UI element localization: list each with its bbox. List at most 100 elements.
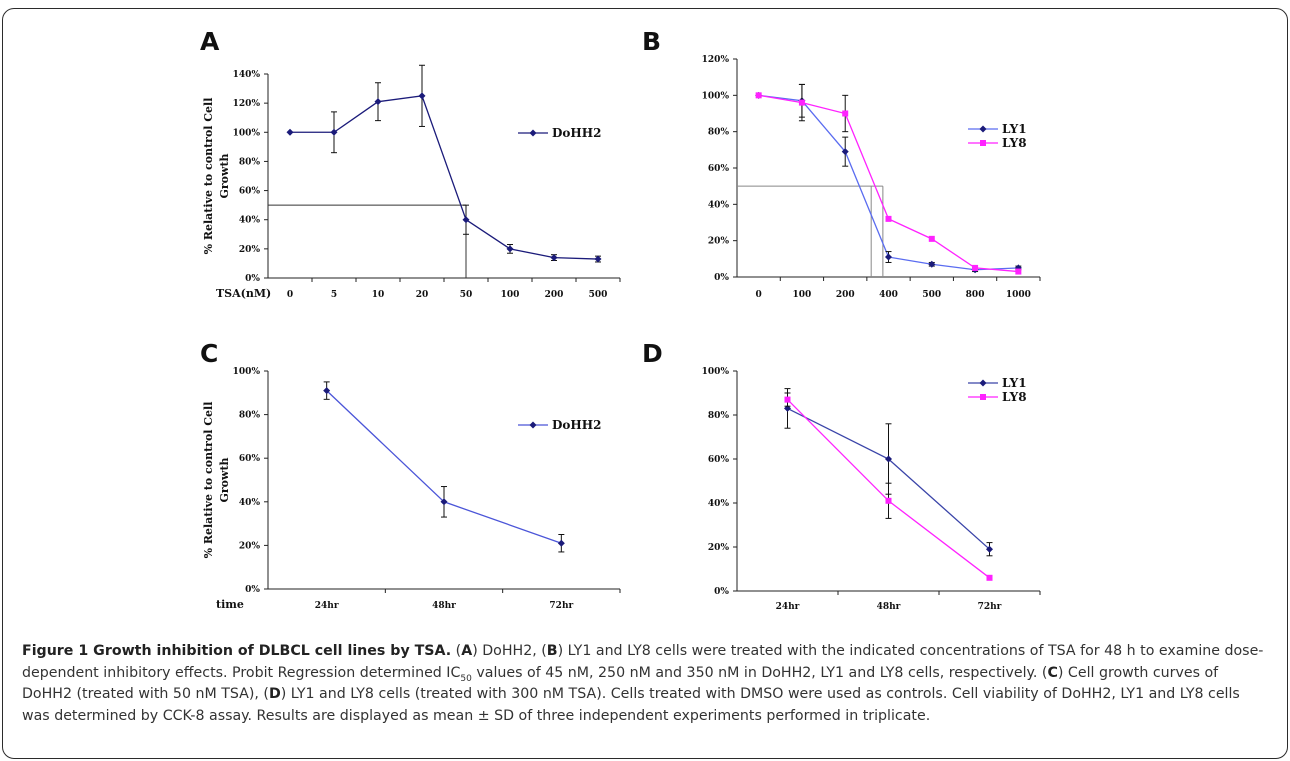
- y-tick-label: 80%: [239, 411, 261, 421]
- y-tick-label: 60%: [239, 187, 261, 197]
- panel-letter: C: [200, 339, 218, 368]
- y-tick-label: 40%: [708, 200, 730, 210]
- caption-ref-d: D: [268, 686, 281, 702]
- caption-text: ) DoHH2, (: [472, 643, 547, 659]
- y-tick-label: 120%: [702, 55, 730, 65]
- caption-ref-b: B: [546, 643, 558, 659]
- legend-label: LY1: [1002, 376, 1027, 390]
- x-tick-label: 10: [372, 290, 385, 300]
- legend-marker: [980, 140, 986, 146]
- data-point-dohh2: [323, 387, 331, 395]
- x-tick-label: 100: [793, 290, 812, 300]
- data-point-ly8: [885, 215, 892, 222]
- y-tick-label: 60%: [708, 164, 730, 174]
- y-axis-label: Growth: [218, 457, 231, 502]
- y-tick-label: 40%: [239, 498, 261, 508]
- x-tick-label: 24hr: [315, 601, 339, 611]
- legend-label: LY1: [1002, 122, 1027, 136]
- x-tick-label: 100: [501, 290, 520, 300]
- x-tick-label: 400: [879, 290, 898, 300]
- x-axis-prefix-label: TSA(nM): [216, 287, 271, 300]
- x-tick-label: 0: [287, 290, 293, 300]
- legend-marker: [529, 129, 537, 137]
- x-tick-label: 0: [756, 290, 762, 300]
- data-point-dohh2: [330, 128, 338, 136]
- y-tick-label: 20%: [239, 245, 261, 255]
- x-tick-label: 5: [331, 290, 337, 300]
- y-axis-label: % Relative to control Cell: [202, 402, 215, 559]
- x-tick-label: 48hr: [877, 602, 901, 612]
- x-tick-label: 20: [416, 290, 429, 300]
- x-tick-label: 800: [966, 290, 985, 300]
- data-point-ly8: [798, 99, 805, 106]
- legend-label: LY8: [1002, 136, 1027, 150]
- figure-caption: Figure 1 Growth inhibition of DLBCL cell…: [22, 641, 1272, 727]
- caption-ref-a: A: [461, 643, 473, 659]
- data-point-ly8: [842, 110, 849, 117]
- series-line-ly1: [758, 94, 1019, 271]
- y-tick-label: 140%: [233, 70, 261, 80]
- y-tick-label: 100%: [233, 367, 261, 377]
- data-point-dohh2: [418, 92, 426, 100]
- data-point-ly8: [755, 92, 762, 99]
- caption-text: ) Cell growth curves of DoHH2 (treated w…: [22, 664, 1219, 703]
- x-tick-label: 48hr: [432, 601, 456, 611]
- data-point-dohh2: [557, 539, 565, 547]
- data-point-ly1: [841, 148, 849, 156]
- y-tick-label: 0%: [245, 274, 260, 284]
- x-tick-label: 72hr: [549, 601, 573, 611]
- x-tick-label: 200: [836, 290, 855, 300]
- series-line-dohh2: [290, 95, 599, 260]
- data-point-ly8: [986, 574, 993, 581]
- x-tick-label: 24hr: [776, 602, 800, 612]
- data-point-dohh2: [506, 245, 514, 253]
- y-tick-label: 20%: [708, 237, 730, 247]
- x-tick-label: 500: [589, 290, 608, 300]
- caption-ref-c: C: [1047, 664, 1058, 681]
- legend-marker: [529, 421, 537, 429]
- x-tick-label: 200: [545, 290, 564, 300]
- series-line-ly8: [758, 94, 1019, 273]
- y-tick-label: 80%: [708, 128, 730, 138]
- y-tick-label: 0%: [714, 273, 729, 283]
- legend-label: LY8: [1002, 390, 1027, 404]
- y-tick-label: 40%: [708, 499, 730, 509]
- caption-title: Figure 1 Growth inhibition of DLBCL cell…: [22, 643, 452, 659]
- data-point-ly8: [885, 497, 892, 504]
- x-tick-label: 50: [460, 290, 473, 300]
- data-point-dohh2: [550, 254, 558, 262]
- legend-marker: [979, 379, 987, 387]
- x-axis-prefix-label: time: [216, 598, 244, 611]
- legend-label: DoHH2: [552, 126, 601, 140]
- data-point-ly8: [972, 264, 979, 271]
- y-tick-label: 60%: [239, 454, 261, 464]
- y-tick-label: 40%: [239, 216, 261, 226]
- y-tick-label: 20%: [708, 543, 730, 553]
- data-point-ly1: [986, 545, 993, 553]
- data-point-dohh2: [594, 255, 602, 263]
- x-tick-label: 72hr: [978, 602, 1002, 612]
- y-axis-label: Growth: [218, 153, 231, 198]
- legend-marker: [980, 394, 986, 400]
- figure-frame: [2, 8, 1288, 759]
- series-line-dohh2: [326, 390, 562, 544]
- legend-marker: [979, 125, 987, 133]
- x-tick-label: 1000: [1006, 290, 1031, 300]
- x-tick-label: 500: [922, 290, 941, 300]
- chart-panel-b: B 0% 20% 40% 60% 80% 100% 120% 0 100 200 400 500 800 1…: [642, 27, 1041, 300]
- panel-letter: D: [642, 339, 663, 368]
- y-tick-label: 80%: [239, 157, 261, 167]
- y-tick-label: 100%: [702, 367, 730, 377]
- y-axis-label: % Relative to control Cell: [202, 98, 215, 255]
- y-tick-label: 100%: [233, 128, 261, 138]
- caption-text: values of 45 nM, 250 nM and 350 nM in Do…: [471, 664, 1048, 681]
- data-point-ly8: [1015, 268, 1022, 275]
- y-tick-label: 20%: [239, 541, 261, 551]
- legend-label: DoHH2: [552, 418, 601, 432]
- chart-panel-c: C 0% 20% 40% 60% 80% 100% 24hr 48hr 72hr time % Rel…: [200, 339, 621, 611]
- panel-letter: B: [642, 27, 661, 56]
- caption-subscript: 50: [460, 673, 472, 684]
- y-tick-label: 60%: [708, 455, 730, 465]
- y-tick-label: 0%: [245, 585, 260, 595]
